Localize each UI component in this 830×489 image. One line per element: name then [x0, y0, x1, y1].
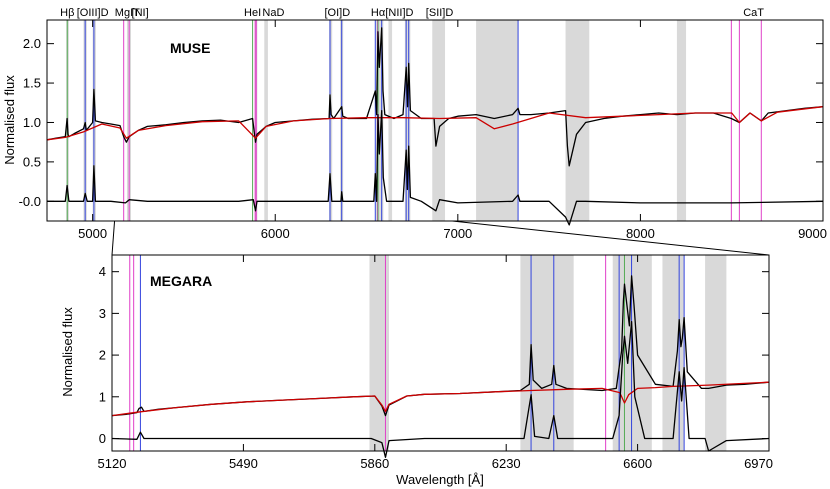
megara-y-axis-label: Normalised flux — [60, 307, 75, 397]
muse-line-label-10: CaT — [743, 7, 764, 19]
muse-shaded-region-5 — [264, 20, 268, 221]
megara-shaded-region-4 — [705, 255, 727, 451]
megara-y-tick-label-4: 4 — [99, 264, 106, 279]
muse-line-label-3: [NI] — [132, 7, 149, 19]
megara-plot-frame — [111, 254, 770, 452]
megara-y-tick-label-0: 0 — [99, 431, 106, 446]
muse-series-1 — [46, 106, 824, 141]
muse-plot-frame — [46, 19, 824, 222]
megara-instrument-label: MEGARA — [150, 273, 212, 289]
megara-y-tick-label-3: 3 — [99, 306, 106, 321]
megara-x-axis-label: Wavelength [Å] — [396, 472, 484, 487]
muse-x-tick-label-0: 5000 — [78, 226, 107, 241]
muse-y-tick-label-1: 0.5 — [23, 154, 41, 169]
muse-panel: 5000 6000 7000 8000 9000-0.00.51.01.52.0Hβ [O… — [19, 7, 827, 241]
megara-y-tick-label-1: 1 — [99, 389, 106, 404]
muse-x-tick-label-2: 7000 — [443, 226, 472, 241]
muse-y-tick-label-3: 1.5 — [23, 76, 41, 91]
megara-x-tick-label-3: 6230 — [492, 456, 521, 471]
muse-y-tick-label-4: 2.0 — [23, 36, 41, 51]
megara-series-1 — [111, 381, 770, 417]
muse-line-label-6: [OI]D — [324, 7, 350, 19]
megara-series-2 — [111, 321, 770, 458]
zoom-connector-lines — [111, 220, 770, 256]
megara-x-tick-label-4: 6600 — [623, 456, 652, 471]
muse-shaded-region-15 — [565, 20, 590, 221]
megara-shaded-region-3 — [662, 255, 684, 451]
megara-x-tick-label-1: 5490 — [229, 456, 258, 471]
muse-y-tick-label-0: -0.0 — [19, 194, 41, 209]
muse-line-label-1: [OIII]D — [77, 7, 109, 19]
muse-line-label-2: MgIT — [115, 7, 140, 19]
muse-y-tick-label-2: 1.0 — [23, 115, 41, 130]
megara-x-tick-label-2: 5860 — [360, 456, 389, 471]
muse-y-axis-label: Normalised flux — [2, 75, 17, 165]
muse-shaded-region-6 — [329, 20, 333, 221]
muse-line-label-7: Hα — [371, 7, 386, 19]
megara-panel: 5120 5490 5860 6230 6600 6970 0 1 2 3 4 — [98, 254, 773, 471]
muse-line-label-9: [SII]D — [426, 7, 454, 19]
megara-x-tick-label-5: 6970 — [744, 456, 773, 471]
muse-x-tick-label-4: 9000 — [798, 226, 827, 241]
megara-y-tick-label-2: 2 — [99, 348, 106, 363]
muse-instrument-label: MUSE — [170, 40, 210, 56]
muse-shaded-region-14 — [476, 20, 519, 221]
muse-line-label-8: [NII]D — [385, 7, 413, 19]
muse-shaded-region-13 — [432, 20, 446, 221]
muse-x-tick-label-1: 6000 — [261, 226, 290, 241]
muse-line-label-4: HeI — [244, 7, 261, 19]
muse-line-label-5: NaD — [262, 7, 284, 19]
megara-x-tick-label-0: 5120 — [98, 456, 127, 471]
muse-shaded-region-10 — [388, 20, 393, 221]
muse-series-2 — [47, 109, 824, 226]
muse-line-label-0: Hβ — [60, 7, 74, 19]
zoom-connector-left — [111, 220, 116, 256]
megara-shaded-region-0 — [369, 255, 390, 451]
zoom-connector-right — [452, 220, 770, 256]
megara-shaded-region-1 — [520, 255, 574, 451]
muse-shaded-region-16 — [676, 20, 687, 221]
muse-x-tick-label-3: 8000 — [626, 226, 655, 241]
muse-series-0 — [46, 27, 824, 167]
